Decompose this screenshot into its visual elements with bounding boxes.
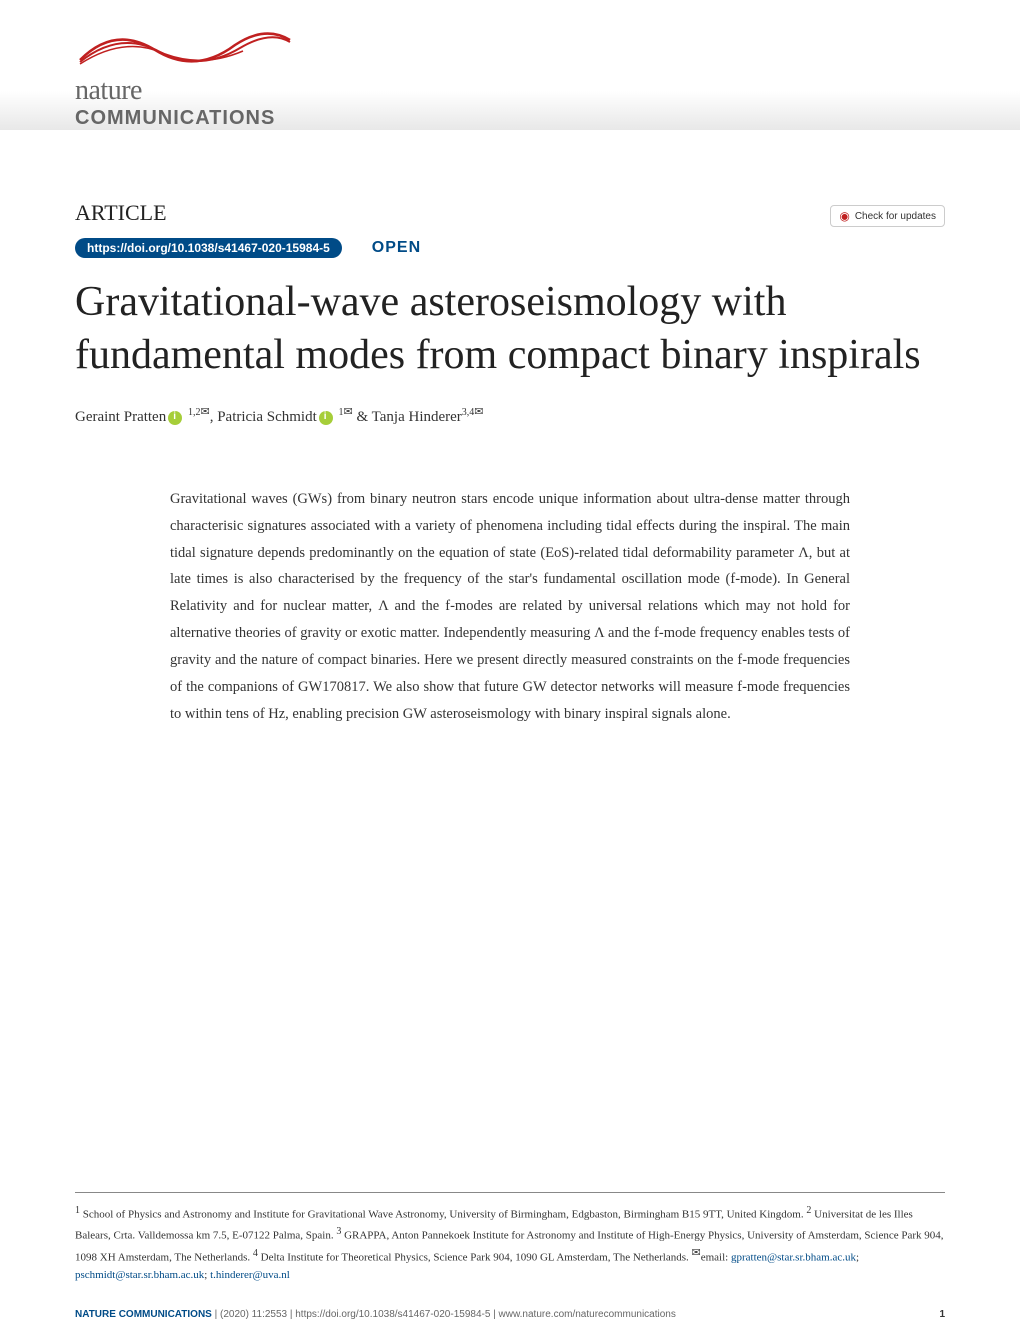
author-affil: 3,4: [462, 407, 475, 418]
author-affil: 1,2: [188, 407, 201, 418]
journal-banner: nature COMMUNICATIONS: [0, 0, 1020, 130]
article-title: Gravitational-wave asteroseismology with…: [75, 276, 945, 381]
envelope-icon: ✉: [200, 406, 209, 418]
journal-logo: nature COMMUNICATIONS: [75, 20, 295, 130]
affiliation-text: Delta Institute for Theoretical Physics,…: [261, 1252, 689, 1264]
doi-link[interactable]: https://doi.org/10.1038/s41467-020-15984…: [75, 238, 342, 258]
affiliations-section: 1 School of Physics and Astronomy and In…: [75, 1192, 945, 1285]
email-label: email:: [701, 1252, 729, 1264]
orcid-icon[interactable]: [319, 411, 333, 425]
email-link[interactable]: t.hinderer@uva.nl: [210, 1269, 290, 1281]
email-link[interactable]: gpratten@star.sr.bham.ac.uk: [731, 1252, 856, 1264]
page-footer: NATURE COMMUNICATIONS | (2020) 11:2553 |…: [75, 1309, 945, 1320]
envelope-icon: ✉: [344, 406, 353, 418]
journal-name-line1: nature: [75, 75, 295, 107]
author-name: Tanja Hinderer: [372, 409, 462, 425]
email-link[interactable]: pschmidt@star.sr.bham.ac.uk: [75, 1269, 204, 1281]
affiliation-text: School of Physics and Astronomy and Inst…: [83, 1208, 804, 1220]
open-access-label: OPEN: [372, 239, 421, 257]
envelope-icon: ✉: [474, 406, 483, 418]
author-name: Geraint Pratten: [75, 409, 166, 425]
orcid-icon[interactable]: [168, 411, 182, 425]
footer-journal-name: NATURE COMMUNICATIONS: [75, 1309, 212, 1320]
page-number: 1: [939, 1309, 945, 1320]
logo-swoosh-icon: [75, 20, 295, 70]
author-name: Patricia Schmidt: [217, 409, 317, 425]
check-updates-label: Check for updates: [855, 211, 936, 222]
footer-citation: (2020) 11:2553 | https://doi.org/10.1038…: [220, 1309, 676, 1320]
envelope-icon: ✉: [692, 1247, 701, 1259]
abstract: Gravitational waves (GWs) from binary ne…: [170, 486, 850, 727]
article-type-label: ARTICLE: [75, 200, 945, 226]
check-updates-button[interactable]: Check for updates: [830, 205, 945, 227]
author-list: Geraint Pratten 1,2✉, Patricia Schmidt 1…: [75, 405, 945, 426]
journal-name-line2: COMMUNICATIONS: [75, 107, 295, 130]
doi-row: https://doi.org/10.1038/s41467-020-15984…: [75, 238, 945, 258]
